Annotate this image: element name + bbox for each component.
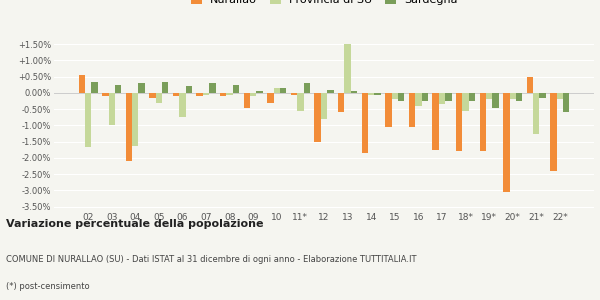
Bar [280, 88, 286, 93]
Bar [179, 93, 185, 117]
Bar [433, 93, 439, 150]
Bar [220, 93, 226, 96]
Bar [398, 93, 404, 101]
Bar [203, 93, 209, 94]
Bar [327, 90, 334, 93]
Bar [233, 85, 239, 93]
Text: (*) post-censimento: (*) post-censimento [6, 282, 89, 291]
Bar [374, 93, 381, 94]
Bar [209, 83, 215, 93]
Bar [297, 93, 304, 111]
Bar [493, 93, 499, 108]
Bar [516, 93, 522, 101]
Bar [445, 93, 452, 101]
Bar [486, 93, 493, 99]
Bar [527, 77, 533, 93]
Bar [304, 83, 310, 93]
Bar [509, 93, 516, 99]
Text: COMUNE DI NURALLAO (SU) - Dati ISTAT al 31 dicembre di ogni anno - Elaborazione : COMUNE DI NURALLAO (SU) - Dati ISTAT al … [6, 255, 416, 264]
Bar [102, 93, 109, 96]
Bar [338, 93, 344, 112]
Bar [557, 93, 563, 99]
Bar [85, 93, 91, 147]
Bar [162, 82, 169, 93]
Bar [479, 93, 486, 152]
Bar [132, 93, 139, 146]
Bar [321, 93, 327, 119]
Bar [244, 93, 250, 108]
Bar [250, 93, 256, 96]
Bar [392, 93, 398, 99]
Bar [533, 93, 539, 134]
Bar [422, 93, 428, 101]
Bar [409, 93, 415, 127]
Bar [463, 93, 469, 111]
Bar [173, 93, 179, 96]
Bar [126, 93, 132, 161]
Bar [267, 93, 274, 103]
Bar [456, 93, 463, 152]
Bar [109, 93, 115, 125]
Bar [274, 88, 280, 93]
Bar [351, 91, 357, 93]
Bar [344, 44, 351, 93]
Bar [226, 93, 233, 94]
Text: Variazione percentuale della popolazione: Variazione percentuale della popolazione [6, 219, 263, 229]
Bar [314, 93, 321, 142]
Bar [91, 82, 98, 93]
Bar [185, 86, 192, 93]
Legend: Nurallao, Provincia di SU, Sardegna: Nurallao, Provincia di SU, Sardegna [186, 0, 462, 9]
Bar [415, 93, 422, 106]
Bar [115, 85, 121, 93]
Bar [385, 93, 392, 127]
Bar [256, 91, 263, 93]
Bar [469, 93, 475, 101]
Bar [196, 93, 203, 96]
Bar [155, 93, 162, 103]
Bar [550, 93, 557, 171]
Bar [79, 75, 85, 93]
Bar [291, 93, 297, 94]
Bar [149, 93, 155, 98]
Bar [539, 93, 546, 98]
Bar [439, 93, 445, 104]
Bar [362, 93, 368, 153]
Bar [563, 93, 569, 112]
Bar [503, 93, 509, 192]
Bar [368, 93, 374, 94]
Bar [139, 83, 145, 93]
